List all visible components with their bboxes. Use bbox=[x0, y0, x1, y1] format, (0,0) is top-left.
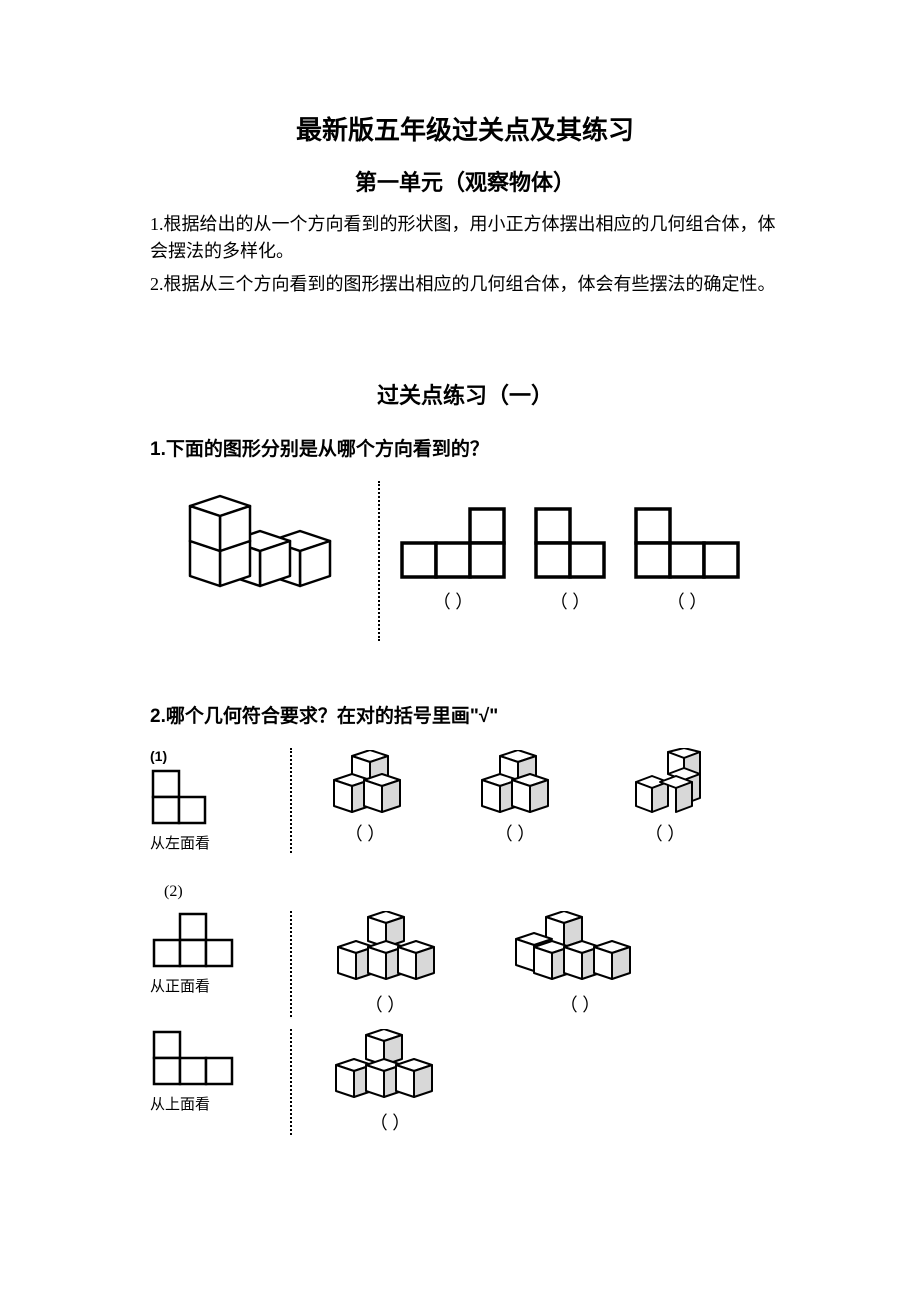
cube-3d-icon bbox=[320, 750, 410, 820]
q2-row-1: (1) 从左面看 bbox=[150, 748, 780, 853]
main-title: 最新版五年级过关点及其练习 bbox=[150, 110, 780, 147]
q1-content: （ ） （ ） bbox=[150, 481, 780, 641]
sub-number: (2) bbox=[164, 883, 780, 901]
q1-title: 1.下面的图形分别是从哪个方向看到的？ bbox=[150, 434, 780, 461]
answer-blank[interactable]: （ ） bbox=[398, 588, 508, 614]
sub-title: 第一单元（观察物体） bbox=[150, 165, 780, 197]
q1-option-b: （ ） bbox=[532, 505, 608, 614]
q2-1-option-b: （ ） bbox=[470, 750, 560, 846]
view-label: 从正面看 bbox=[150, 975, 290, 996]
answer-blank[interactable]: （ ） bbox=[320, 991, 450, 1017]
shape-icon bbox=[532, 505, 608, 580]
cube-3d-icon bbox=[320, 911, 450, 991]
view-label: 从上面看 bbox=[150, 1093, 290, 1114]
answer-blank[interactable]: （ ） bbox=[620, 820, 710, 846]
q2-1-option-c: （ ） bbox=[620, 748, 710, 846]
view-label: 从左面看 bbox=[150, 832, 290, 853]
vertical-divider bbox=[290, 748, 292, 853]
q2-options-2b: （ ） bbox=[320, 1029, 460, 1135]
q2-2a-option-b: （ ） bbox=[510, 911, 650, 1017]
q2-row-2b: 从上面看 bbox=[150, 1029, 780, 1135]
q2-2b-option-a: （ ） bbox=[320, 1029, 460, 1135]
shape-icon bbox=[632, 505, 742, 580]
cube-3d-icon bbox=[620, 748, 710, 820]
q2-front-view: 从正面看 bbox=[150, 911, 290, 996]
q2-left-view: (1) 从左面看 bbox=[150, 748, 290, 853]
cube-3d-icon bbox=[510, 911, 650, 991]
cube-3d-icon bbox=[470, 750, 560, 820]
answer-blank[interactable]: （ ） bbox=[510, 991, 650, 1017]
answer-blank[interactable]: （ ） bbox=[632, 588, 742, 614]
q1-3d-figure bbox=[150, 481, 370, 601]
intro-line-2: 2.根据从三个方向看到的图形摆出相应的几何组合体，体会有些摆法的确定性。 bbox=[150, 271, 780, 298]
intro-line-1: 1.根据给出的从一个方向看到的形状图，用小正方体摆出相应的几何组合体，体会摆法的… bbox=[150, 211, 780, 265]
q2-2a-option-a: （ ） bbox=[320, 911, 450, 1017]
cube-3d-icon bbox=[320, 1029, 460, 1109]
flat-shape-icon bbox=[150, 911, 240, 969]
flat-shape-icon bbox=[150, 1029, 240, 1087]
vertical-divider bbox=[290, 1029, 292, 1135]
q2-options-2a: （ ） bbox=[320, 911, 650, 1017]
q2-row-2a: 从正面看 bbox=[150, 911, 780, 1017]
answer-blank[interactable]: （ ） bbox=[320, 820, 410, 846]
answer-blank[interactable]: （ ） bbox=[532, 588, 608, 614]
flat-shape-icon bbox=[150, 768, 212, 826]
q1-option-c: （ ） bbox=[632, 505, 742, 614]
q2-title: 2.哪个几何符合要求？在对的括号里画"√" bbox=[150, 701, 780, 728]
vertical-divider bbox=[378, 481, 380, 641]
cube-3d-icon bbox=[160, 481, 340, 601]
vertical-divider bbox=[290, 911, 292, 1017]
q2-1-option-a: （ ） bbox=[320, 750, 410, 846]
shape-icon bbox=[398, 505, 508, 580]
section-title: 过关点练习（一） bbox=[150, 378, 780, 410]
q2-top-view: 从上面看 bbox=[150, 1029, 290, 1114]
answer-blank[interactable]: （ ） bbox=[470, 820, 560, 846]
q2-options-1: （ ） （ ） bbox=[320, 748, 710, 846]
page: 最新版五年级过关点及其练习 第一单元（观察物体） 1.根据给出的从一个方向看到的… bbox=[0, 0, 920, 1207]
q1-options: （ ） （ ） bbox=[398, 481, 742, 614]
q1-option-a: （ ） bbox=[398, 505, 508, 614]
sub-number: (1) bbox=[150, 748, 290, 764]
answer-blank[interactable]: （ ） bbox=[320, 1109, 460, 1135]
